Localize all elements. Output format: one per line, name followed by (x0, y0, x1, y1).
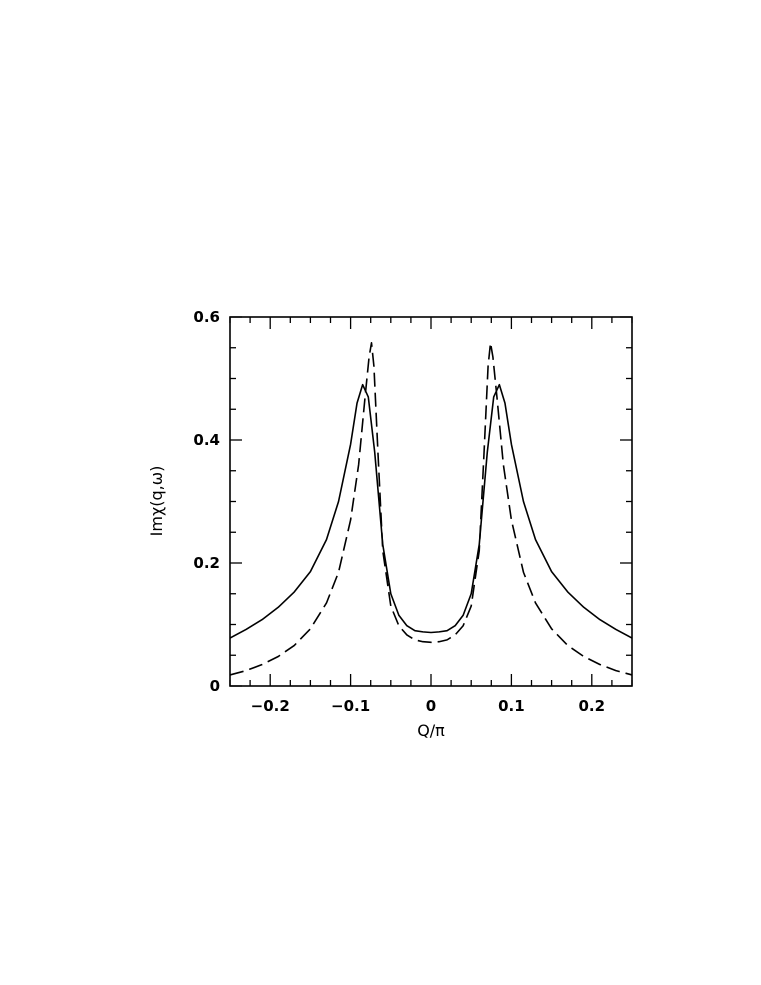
series-line-solid (229, 383, 633, 639)
y-tick-label: 0.4 (193, 431, 220, 449)
y-tick-labels: 0 0.2 0.4 0.6 (193, 308, 220, 695)
x-tick-label: −0.1 (331, 697, 370, 715)
x-axis-title: Q/π (417, 721, 445, 740)
axis-ticks (229, 316, 633, 687)
plot-frame (229, 316, 633, 687)
y-tick-label: 0.6 (193, 308, 220, 326)
x-tick-labels: −0.2 −0.1 0 0.1 0.2 (251, 697, 605, 715)
x-tick-label: −0.2 (251, 697, 290, 715)
y-tick-label: 0.2 (193, 554, 220, 572)
y-tick-label: 0 (210, 677, 220, 695)
x-tick-label: 0.2 (579, 697, 606, 715)
plot-area (229, 342, 633, 676)
series-line-dashed (229, 342, 633, 676)
y-axis-title: Imχ(q,ω) (147, 466, 166, 537)
x-tick-label: 0 (426, 697, 436, 715)
x-tick-label: 0.1 (498, 697, 525, 715)
